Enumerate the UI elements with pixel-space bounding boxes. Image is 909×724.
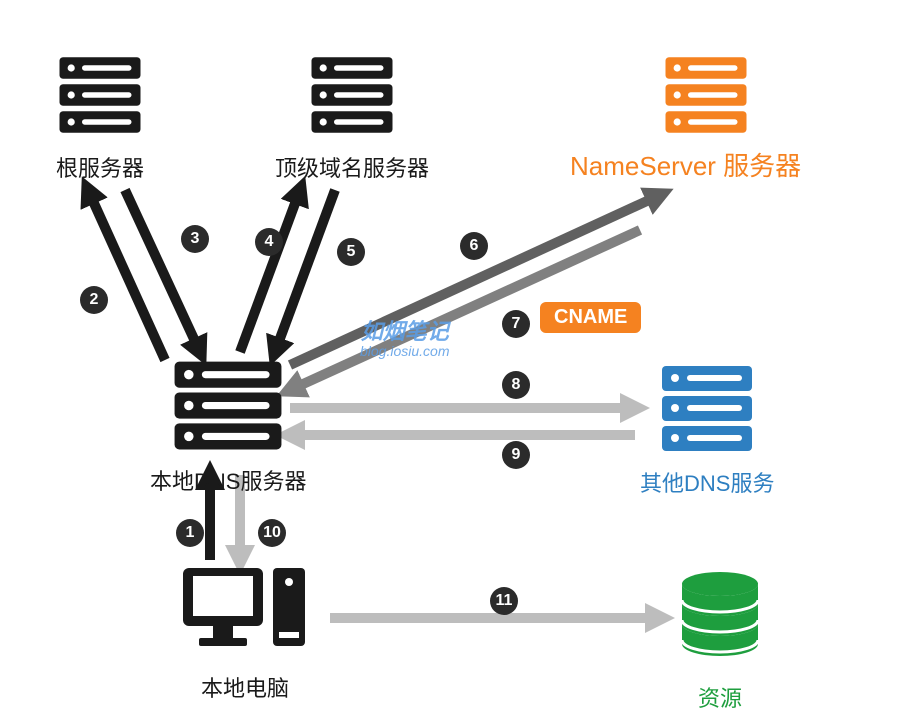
node-root-server: 根服务器	[55, 50, 145, 183]
node-other-dns: 其他DNS服务	[640, 360, 774, 498]
node-tld-server: 顶级域名服务器	[275, 50, 429, 183]
step-badge-7: 7	[502, 310, 530, 338]
step-badge-6: 6	[460, 232, 488, 260]
node-label: 资源	[675, 681, 765, 713]
node-label: 顶级域名服务器	[275, 151, 429, 183]
node-label: NameServer 服务器	[570, 146, 801, 183]
watermark: 如烟笔记 blog.iosiu.com	[360, 320, 450, 360]
node-resource: 资源	[675, 570, 765, 713]
edge-4	[240, 190, 300, 352]
step-badge-9: 9	[502, 441, 530, 469]
server-icon	[55, 50, 145, 140]
step-badge-4: 4	[255, 228, 283, 256]
node-label: 本地电脑	[175, 671, 315, 703]
database-icon	[675, 570, 765, 670]
edge-6	[290, 195, 660, 365]
node-label: 根服务器	[55, 151, 145, 183]
server-icon	[307, 50, 397, 140]
step-badge-8: 8	[502, 371, 530, 399]
step-badge-2: 2	[80, 286, 108, 314]
step-badge-11: 11	[490, 587, 518, 615]
node-local-dns: 本地DNS服务器	[150, 358, 306, 496]
node-local-pc: 本地电脑	[175, 560, 315, 703]
computer-icon	[175, 560, 315, 660]
step-badge-5: 5	[337, 238, 365, 266]
edge-2	[88, 190, 165, 360]
edge-3	[125, 190, 200, 352]
watermark-line2: blog.iosiu.com	[360, 344, 450, 359]
node-label: 本地DNS服务器	[150, 464, 306, 496]
watermark-line1: 如烟笔记	[360, 320, 450, 344]
step-badge-10: 10	[258, 519, 286, 547]
node-label: 其他DNS服务	[640, 466, 774, 498]
server-icon	[657, 360, 757, 455]
step-badge-1: 1	[176, 519, 204, 547]
server-icon	[168, 358, 288, 453]
cname-tag: CNAME	[540, 302, 641, 333]
step-badge-3: 3	[181, 225, 209, 253]
node-name-server: NameServer 服务器	[610, 50, 801, 183]
server-icon	[661, 50, 751, 140]
edge-5	[275, 190, 335, 352]
